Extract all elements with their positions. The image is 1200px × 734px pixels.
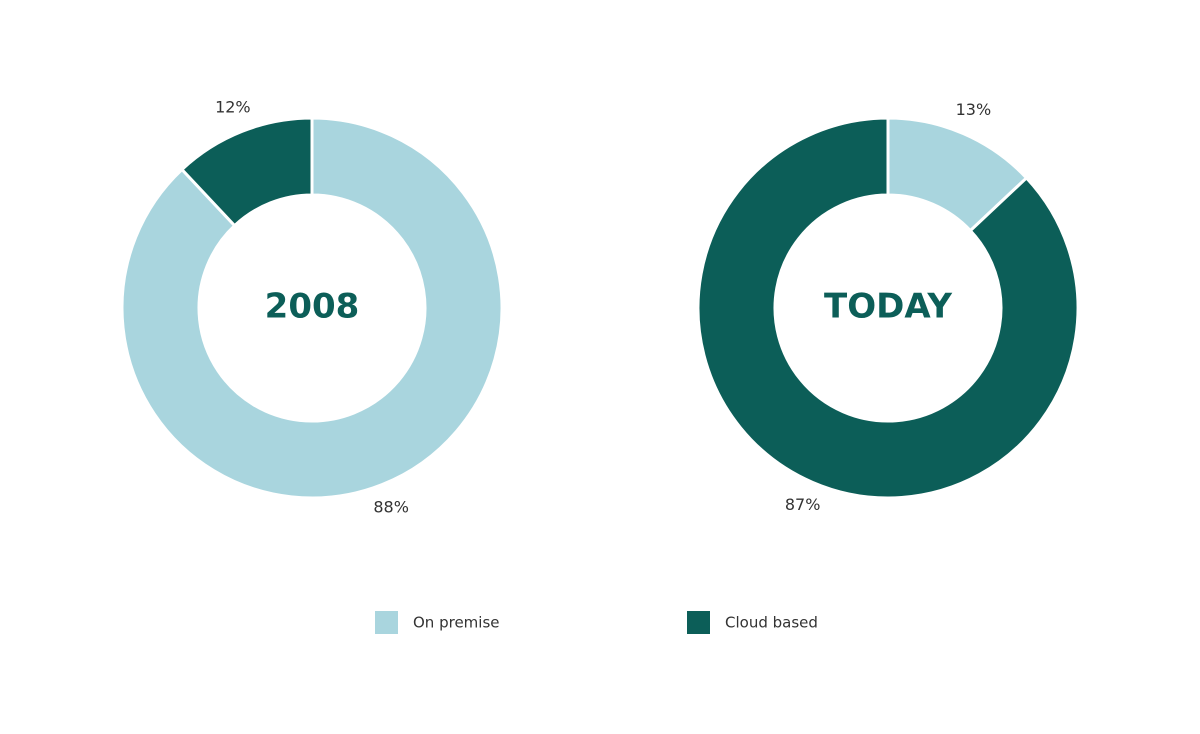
legend-label: Cloud based [725,614,818,632]
donut-segment [120,116,504,500]
donut-segment [696,116,1080,500]
center-title: TODAY [824,287,952,327]
data-label: 13% [956,100,992,119]
legend-label: On premise [413,614,500,632]
data-label: 87% [785,495,821,514]
center-title: 2008 [265,287,360,327]
data-label: 88% [373,497,409,516]
donut-segment [179,116,314,228]
data-label: 12% [215,98,251,117]
legend-swatch [687,611,710,634]
legend-swatch [375,611,398,634]
